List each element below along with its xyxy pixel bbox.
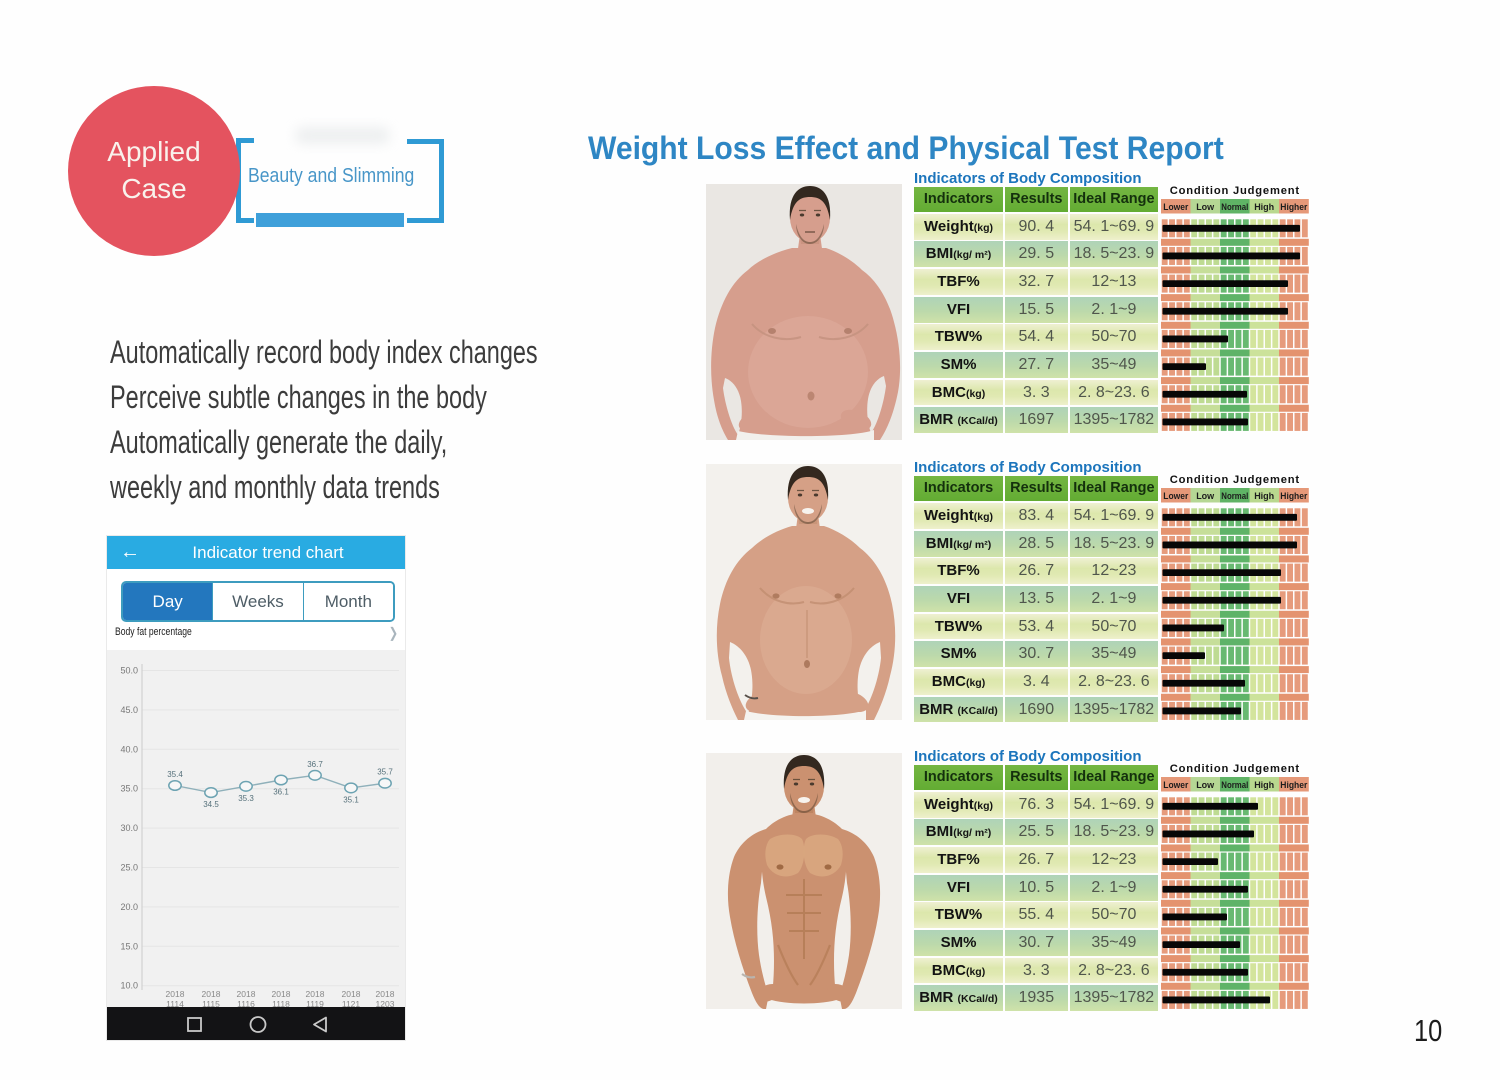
svg-text:High: High <box>1254 202 1274 212</box>
svg-text:40.0: 40.0 <box>120 744 138 754</box>
svg-text:Condition Judgement: Condition Judgement <box>1170 763 1300 775</box>
svg-text:2018: 2018 <box>272 989 291 999</box>
svg-text:2018: 2018 <box>237 989 256 999</box>
svg-text:Condition Judgement: Condition Judgement <box>1170 474 1300 486</box>
svg-text:Lower: Lower <box>1163 202 1188 212</box>
svg-text:Condition Judgement: Condition Judgement <box>1170 185 1300 197</box>
svg-text:Low: Low <box>1196 780 1215 790</box>
svg-text:Low: Low <box>1196 202 1215 212</box>
svg-text:25.0: 25.0 <box>120 863 138 873</box>
svg-text:20.0: 20.0 <box>120 902 138 912</box>
svg-text:Lower: Lower <box>1163 780 1188 790</box>
svg-text:High: High <box>1254 491 1274 501</box>
svg-text:10.0: 10.0 <box>120 981 138 991</box>
svg-text:1121: 1121 <box>342 999 361 1007</box>
svg-text:45.0: 45.0 <box>120 705 138 715</box>
svg-text:1119: 1119 <box>306 999 324 1007</box>
svg-text:Low: Low <box>1196 491 1215 501</box>
svg-text:2018: 2018 <box>376 989 395 999</box>
svg-text:Lower: Lower <box>1163 491 1188 501</box>
svg-text:2018: 2018 <box>202 989 221 999</box>
svg-text:Normal: Normal <box>1221 491 1248 501</box>
svg-text:1118: 1118 <box>272 999 290 1007</box>
svg-text:1114: 1114 <box>166 999 184 1007</box>
svg-text:50.0: 50.0 <box>120 666 138 676</box>
svg-text:Higher: Higher <box>1280 202 1307 212</box>
svg-text:High: High <box>1254 780 1274 790</box>
svg-text:34.5: 34.5 <box>203 800 219 809</box>
svg-text:35.0: 35.0 <box>120 784 138 794</box>
svg-text:Normal: Normal <box>1221 202 1248 212</box>
svg-text:1203: 1203 <box>376 999 395 1007</box>
svg-text:15.0: 15.0 <box>120 941 138 951</box>
svg-text:2018: 2018 <box>166 989 185 999</box>
svg-text:35.3: 35.3 <box>238 794 254 803</box>
svg-text:1116: 1116 <box>237 999 255 1007</box>
svg-text:36.7: 36.7 <box>307 760 323 769</box>
svg-text:2018: 2018 <box>306 989 325 999</box>
svg-text:35.7: 35.7 <box>377 768 393 777</box>
svg-text:30.0: 30.0 <box>120 823 138 833</box>
svg-text:35.1: 35.1 <box>343 795 359 804</box>
svg-text:Higher: Higher <box>1280 491 1307 501</box>
svg-text:2018: 2018 <box>342 989 361 999</box>
svg-text:36.1: 36.1 <box>273 788 289 797</box>
svg-text:Higher: Higher <box>1280 780 1307 790</box>
svg-text:Normal: Normal <box>1221 780 1248 790</box>
svg-text:35.4: 35.4 <box>167 770 183 779</box>
svg-text:1115: 1115 <box>202 999 220 1007</box>
